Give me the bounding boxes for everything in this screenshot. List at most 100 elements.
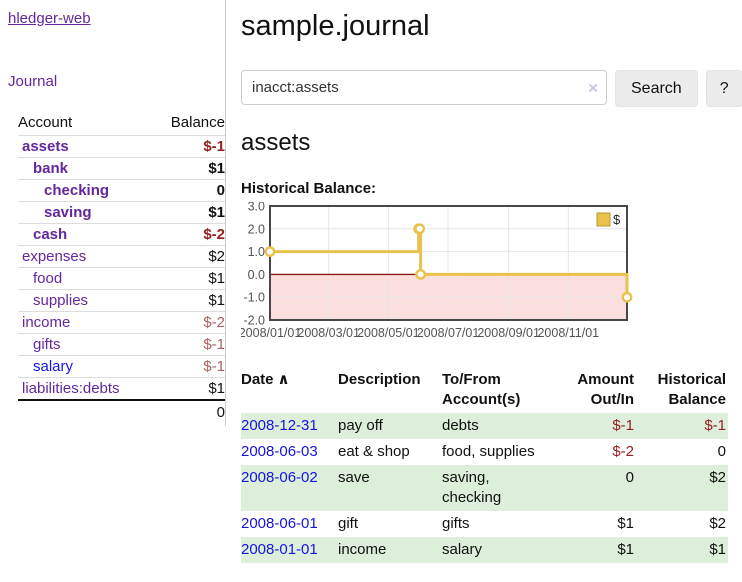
register-header-row: Date ∧ Description To/From Account(s) Amou… bbox=[241, 369, 728, 413]
balance-column-header-main: Historical Balance bbox=[657, 371, 726, 408]
app-title-link[interactable]: hledger-web bbox=[8, 10, 91, 27]
sidebar-account-link[interactable]: gifts bbox=[33, 336, 61, 353]
transaction-row: 2008-06-03 eat & shop food, supplies $-2 0 bbox=[241, 439, 728, 465]
svg-text:1.0: 1.0 bbox=[248, 245, 265, 259]
transaction-accounts: debts bbox=[442, 417, 479, 434]
accounts-column-header: To/From Account(s) bbox=[442, 371, 521, 408]
sidebar-account-link[interactable]: income bbox=[22, 314, 71, 331]
transaction-balance: $1 bbox=[709, 541, 726, 558]
svg-text:2008/03/01: 2008/03/01 bbox=[297, 326, 360, 340]
account-balance: $1 bbox=[152, 377, 225, 400]
svg-text:2008/01/01: 2008/01/01 bbox=[241, 326, 301, 340]
svg-text:-1.0: -1.0 bbox=[243, 291, 265, 305]
account-balance: $1 bbox=[152, 289, 225, 312]
transaction-description: gift bbox=[338, 515, 359, 532]
sidebar-account-link[interactable]: saving bbox=[44, 204, 92, 221]
chart-svg: $3.0 2.0 1.0 0.0 -1.0 -2.02008/01/012008/03/0… bbox=[239, 200, 633, 340]
transaction-date-link[interactable]: 2008-12-31 bbox=[241, 417, 318, 434]
account-row: expenses $2 bbox=[18, 245, 225, 268]
account-row: income $-2 bbox=[18, 311, 225, 334]
sidebar-account-link[interactable]: assets bbox=[22, 138, 69, 155]
transaction-balance: 0 bbox=[717, 443, 726, 460]
transaction-date-link[interactable]: 2008-06-02 bbox=[241, 469, 318, 486]
sidebar-account-link[interactable]: bank bbox=[33, 160, 69, 177]
transaction-description: pay off bbox=[338, 417, 383, 434]
transaction-accounts: gifts bbox=[442, 515, 470, 532]
account-heading: assets bbox=[241, 129, 311, 156]
register-table: Date ∧ Description To/From Account(s) Amou… bbox=[241, 369, 728, 563]
account-row: gifts $-1 bbox=[18, 333, 225, 356]
account-balance: $-1 bbox=[152, 333, 225, 356]
account-balance: $1 bbox=[152, 157, 225, 180]
transaction-date-link[interactable]: 2008-06-03 bbox=[241, 443, 318, 460]
account-row: salary $-1 bbox=[18, 355, 225, 378]
svg-text:$: $ bbox=[613, 212, 621, 227]
svg-text:2008/11/01: 2008/11/01 bbox=[537, 326, 599, 340]
sort-ascending-icon: ∧ bbox=[277, 371, 290, 388]
transaction-description: save bbox=[338, 469, 370, 486]
accounts-tbody: assets $-1 bank $1 checking 0 saving $1 cash $-2 e… bbox=[18, 135, 225, 400]
transaction-description: income bbox=[338, 541, 387, 558]
main-content: sample.journal × Search ? assets Histori… bbox=[226, 0, 742, 563]
transaction-balance: $-1 bbox=[704, 417, 726, 434]
sidebar-account-link[interactable]: cash bbox=[33, 226, 68, 243]
transaction-balance: $2 bbox=[709, 515, 726, 532]
transaction-row: 2008-01-01 income salary $1 $1 bbox=[241, 537, 728, 563]
accounts-total-row: 0 bbox=[18, 399, 225, 424]
account-row: supplies $1 bbox=[18, 289, 225, 312]
svg-text:0.0: 0.0 bbox=[248, 268, 265, 282]
account-row: food $1 bbox=[18, 267, 225, 290]
transaction-accounts: food, supplies bbox=[442, 443, 535, 460]
transaction-amount: 0 bbox=[625, 469, 634, 486]
account-row: saving $1 bbox=[18, 201, 225, 224]
transaction-row: 2008-06-02 save saving, checking 0 $2 bbox=[241, 465, 728, 511]
sidebar-account-link[interactable]: supplies bbox=[33, 292, 89, 309]
sidebar: hledger-web Journal Account Balance asse… bbox=[0, 0, 226, 426]
account-balance: $-2 bbox=[152, 223, 225, 246]
sidebar-account-link[interactable]: food bbox=[33, 270, 63, 287]
svg-text:2008/07/01: 2008/07/01 bbox=[417, 326, 480, 340]
account-row: checking 0 bbox=[18, 179, 225, 202]
account-balance: $1 bbox=[152, 267, 225, 290]
account-row: liabilities:debts $1 bbox=[18, 377, 225, 400]
description-column-header: Description bbox=[338, 371, 421, 388]
sidebar-account-link[interactable]: expenses bbox=[22, 248, 87, 265]
transaction-accounts: saving, checking bbox=[442, 469, 502, 506]
accounts-header-row: Account Balance bbox=[18, 112, 225, 136]
transaction-date-link[interactable]: 2008-01-01 bbox=[241, 541, 318, 558]
account-column-header: Account bbox=[18, 114, 73, 131]
account-balance: 0 bbox=[152, 179, 225, 202]
transaction-date-link[interactable]: 2008-06-01 bbox=[241, 515, 318, 532]
sidebar-account-link[interactable]: checking bbox=[44, 182, 110, 199]
svg-text:2008/09/01: 2008/09/01 bbox=[477, 326, 540, 340]
clear-search-icon[interactable]: × bbox=[588, 78, 598, 97]
account-row: assets $-1 bbox=[18, 135, 225, 158]
sidebar-item-journal[interactable]: Journal bbox=[8, 73, 58, 90]
svg-text:2008/05/01: 2008/05/01 bbox=[357, 326, 420, 340]
transaction-balance: $2 bbox=[709, 469, 726, 486]
accounts-total-value: 0 bbox=[18, 399, 225, 424]
transaction-amount: $-1 bbox=[612, 417, 634, 434]
date-column-header[interactable]: Date ∧ bbox=[241, 371, 290, 388]
svg-text:2.0: 2.0 bbox=[248, 222, 265, 236]
search-box: × bbox=[241, 70, 607, 105]
register-tbody: 2008-12-31 pay off debts $-1 $-1 2008-06-03 ea… bbox=[241, 413, 728, 563]
account-balance: $-1 bbox=[152, 135, 225, 158]
help-button[interactable]: ? bbox=[705, 70, 742, 107]
transaction-row: 2008-12-31 pay off debts $-1 $-1 bbox=[241, 413, 728, 439]
sidebar-account-link[interactable]: liabilities:debts bbox=[22, 380, 120, 397]
search-input[interactable] bbox=[241, 70, 607, 105]
sidebar-account-link[interactable]: salary bbox=[33, 358, 74, 375]
transaction-amount: $-2 bbox=[612, 443, 634, 460]
account-balance: $-1 bbox=[152, 355, 225, 378]
transaction-accounts: salary bbox=[442, 541, 483, 558]
search-button[interactable]: Search bbox=[615, 70, 698, 107]
balance-column-header: Balance bbox=[170, 114, 225, 131]
historical-balance-chart: $3.0 2.0 1.0 0.0 -1.0 -2.0 2008/01/01 2008/03/0… bbox=[239, 200, 742, 348]
account-row: cash $-2 bbox=[18, 223, 225, 246]
account-balance: $-2 bbox=[152, 311, 225, 334]
app: hledger-web Journal Account Balance asse… bbox=[0, 0, 742, 563]
transaction-amount: $1 bbox=[617, 515, 634, 532]
transaction-amount: $1 bbox=[617, 541, 634, 558]
chart-section-label: Historical Balance: bbox=[241, 180, 377, 197]
